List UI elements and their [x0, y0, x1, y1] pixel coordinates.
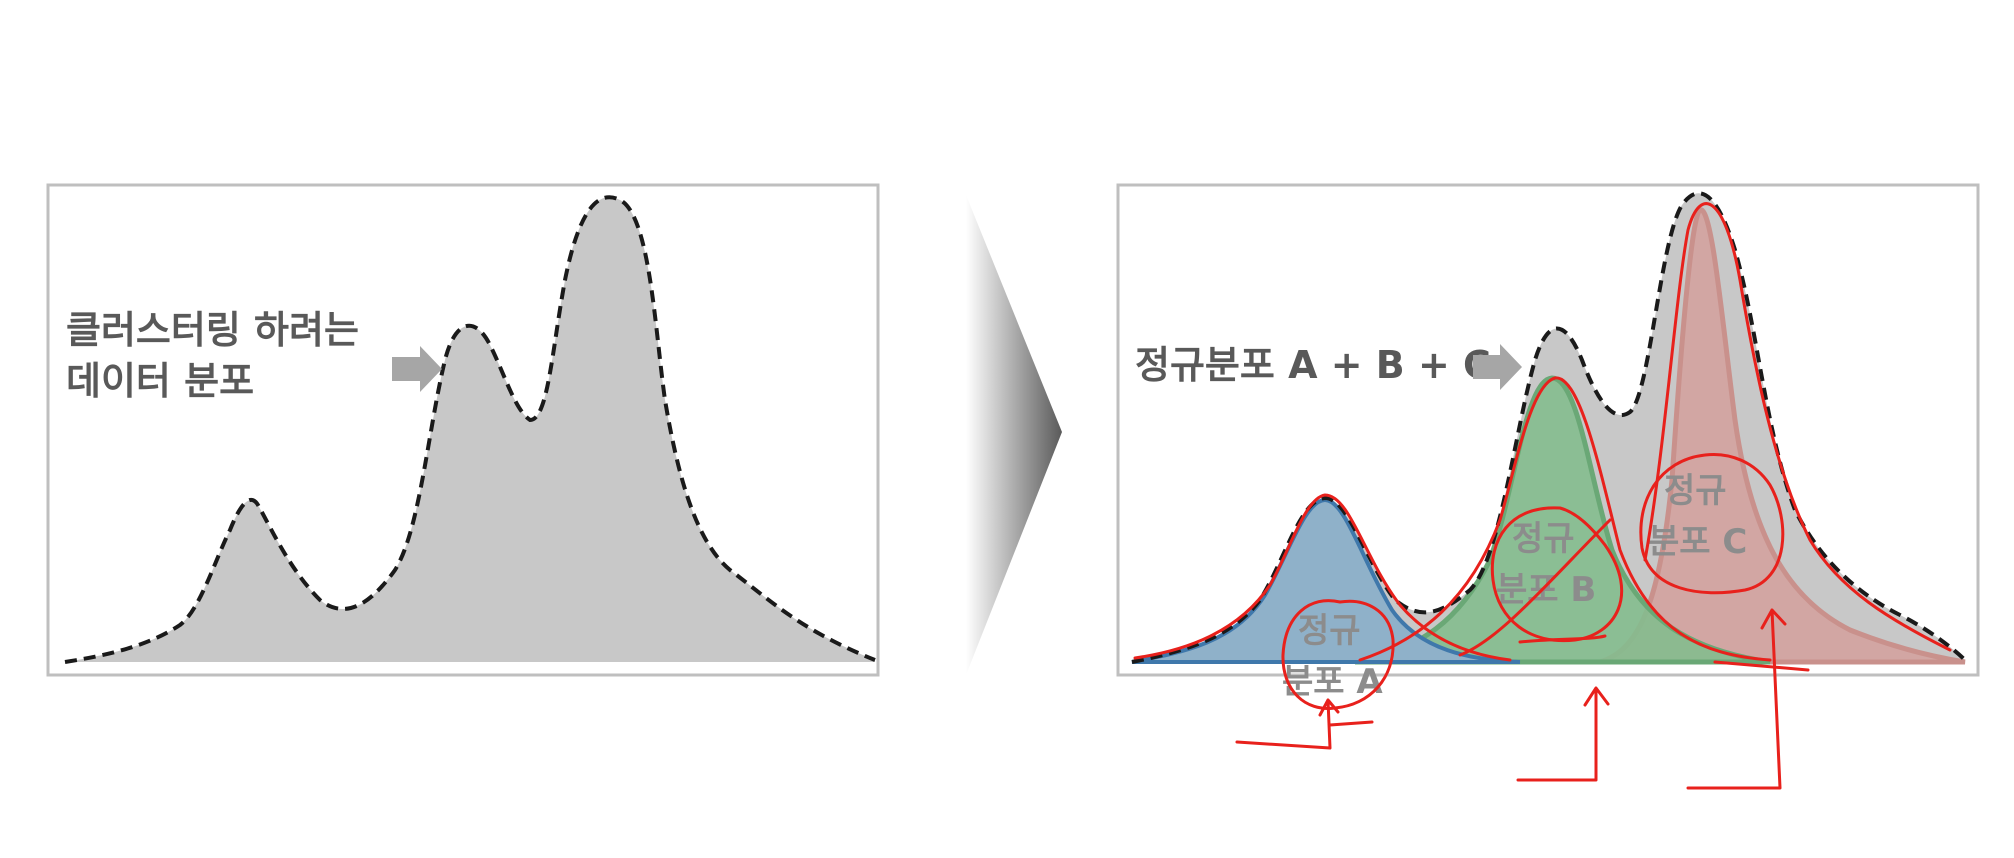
annotation-crossing-b [1458, 518, 1612, 657]
transition-chevron [966, 195, 1062, 675]
dist-b-label-line2: 분포 B [1496, 570, 1596, 610]
annotation-arrow-c [1686, 608, 1787, 790]
annotation-trace-a [1133, 493, 1512, 662]
left-label-line2: 데이터 분포 [66, 359, 254, 403]
dist-a-label-line1: 정규 [1298, 611, 1361, 651]
right-label: 정규분포 A + B + C [1135, 343, 1491, 387]
left-pointer-arrow [392, 346, 442, 392]
left-label-line1: 클러스터링 하려는 [66, 308, 359, 352]
left-distribution-outline [64, 195, 876, 664]
annotation-trace-b [1358, 376, 1772, 662]
annotation-underline-c [1713, 660, 1810, 672]
annotation-arrow-b [1516, 686, 1610, 782]
dist-c-label-line2: 분포 C [1648, 522, 1747, 562]
dist-c-label-line1: 정규 [1664, 471, 1727, 511]
left-distribution-fill [65, 197, 875, 662]
annotation-trace-c [1643, 202, 1952, 652]
dist-b-label-line1: 정규 [1512, 519, 1575, 559]
dist-a-label-line2: 분포 A [1282, 662, 1383, 702]
normal-dist-c [1599, 207, 1966, 665]
annotation-circle-c [1639, 452, 1785, 595]
red-annotations [1133, 202, 1952, 790]
right-pointer-arrow [1473, 344, 1522, 390]
annotation-arrow-a [1235, 698, 1374, 750]
